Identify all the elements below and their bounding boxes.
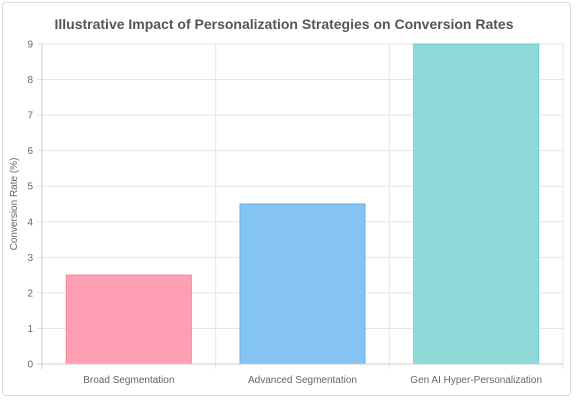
- y-tick-label: 2: [27, 288, 33, 299]
- y-tick-label: 3: [27, 253, 33, 264]
- bar: [65, 274, 192, 365]
- y-tick-label: 7: [27, 111, 33, 122]
- y-axis-label: Conversion Rate (%): [9, 158, 20, 251]
- x-tick-label: Broad Segmentation: [83, 375, 174, 386]
- y-tick-label: 1: [27, 324, 33, 335]
- y-tick-label: 9: [27, 40, 33, 51]
- x-tick-label: Advanced Segmentation: [248, 375, 357, 386]
- y-tick-label: 4: [27, 217, 33, 228]
- tick-labels: 0 1 2 3 4 5 6 7 8 9 Broad Segmentation Advanced Seg…: [27, 40, 542, 387]
- bars: [65, 43, 540, 365]
- y-tick-label: 0: [27, 360, 33, 371]
- y-tick-label: 8: [27, 75, 33, 86]
- bar: [239, 203, 366, 365]
- y-tick-label: 5: [27, 182, 33, 193]
- bar: [413, 43, 540, 365]
- chart-title: Illustrative Impact of Personalization S…: [54, 16, 513, 32]
- y-tick-label: 6: [27, 146, 33, 157]
- x-tick-label: Gen AI Hyper-Personalization: [410, 375, 542, 386]
